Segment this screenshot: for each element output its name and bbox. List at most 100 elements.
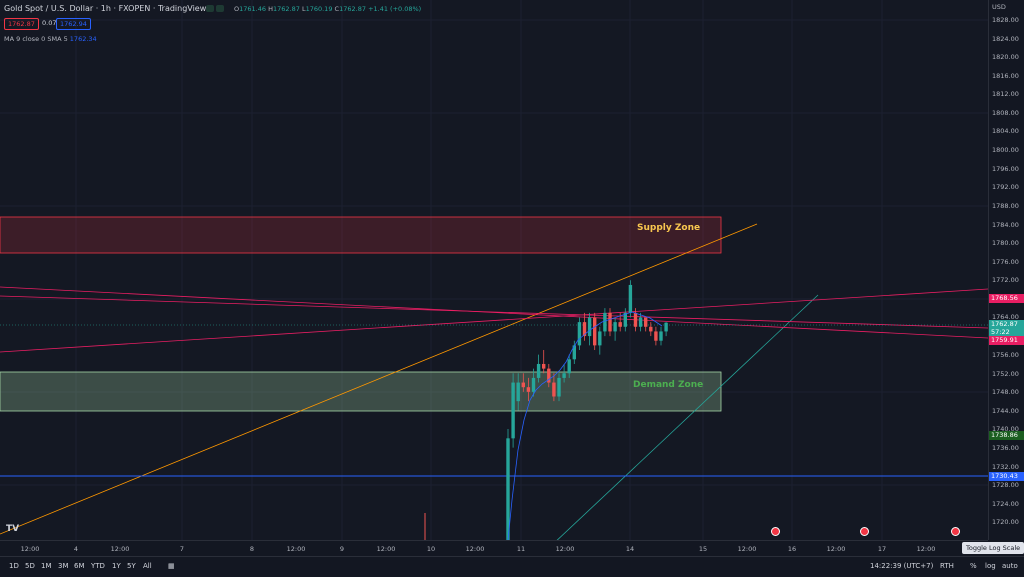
candle-body (516, 382, 520, 402)
currency-label[interactable]: USD (992, 3, 1006, 11)
current-low-tag[interactable]: 1759.91 (989, 336, 1024, 345)
symbol-title[interactable]: Gold Spot / U.S. Dollar · 1h · FXOPEN · … (4, 4, 207, 13)
close-value: 1762.87 (339, 5, 366, 13)
low-value: 1760.19 (305, 5, 333, 13)
candle-body (603, 312, 607, 332)
range-1y-button[interactable]: 1Y (112, 562, 121, 570)
candle-body (649, 326, 653, 332)
range-1m-button[interactable]: 1M (41, 562, 52, 570)
event-flag-icon[interactable] (771, 527, 780, 536)
candle-body (526, 387, 531, 392)
range-all-button[interactable]: All (143, 562, 152, 570)
candle-body (572, 345, 576, 360)
price-tick: 1792.00 (992, 183, 1019, 191)
demand-zone-label: Demand Zone (633, 380, 704, 390)
candle-body (659, 331, 663, 341)
demand-zone-box (0, 371, 722, 412)
candle-body (511, 382, 515, 439)
candle-body (562, 373, 566, 378)
indicator-legend[interactable]: MA 9 close 0 SMA 5 1762.34 (4, 35, 97, 43)
price-tick: 1808.00 (992, 109, 1019, 117)
bottom-toolbar: 1D 5D 1M 3M 6M YTD 1Y 5Y All ▦ 14:22:39 … (0, 556, 1024, 577)
time-label: 12:00 (555, 545, 575, 553)
event-flag-icon[interactable] (860, 527, 869, 536)
teal-trendline (556, 294, 819, 540)
low-label: L (301, 5, 306, 13)
price-tick: 1740.00 (992, 425, 1019, 433)
candle-body (521, 382, 525, 388)
time-label: 12:00 (286, 545, 306, 553)
candle-body (628, 284, 633, 313)
sell-button[interactable]: 1762.87 (4, 18, 39, 30)
candle-body (664, 322, 668, 332)
percent-button[interactable]: % (970, 562, 977, 570)
time-label: 16 (787, 545, 797, 553)
time-label: 10 (426, 545, 436, 553)
price-tick: 1788.00 (992, 202, 1019, 210)
log-scale-tooltip: Toggle Log Scale (962, 542, 1024, 554)
candle-body (542, 363, 546, 369)
price-tick: 1744.00 (992, 407, 1019, 415)
time-label: 11 (516, 545, 526, 553)
green-level-tag[interactable]: 1738.86 (989, 431, 1024, 440)
current-price-tag[interactable]: 1762.87 (989, 320, 1024, 329)
change-value: +1.41 (+0.08%) (368, 5, 422, 13)
high-label: H (268, 5, 273, 13)
candles (506, 280, 668, 540)
ma-line (507, 311, 663, 540)
price-tick: 1772.00 (992, 276, 1019, 284)
pink-line-3 (0, 288, 988, 353)
grid (0, 0, 988, 540)
time-label: 12:00 (110, 545, 130, 553)
price-tick: 1764.00 (992, 313, 1019, 321)
chart-canvas[interactable] (0, 0, 988, 540)
time-label: 12:00 (737, 545, 757, 553)
log-button[interactable]: log (985, 562, 996, 570)
range-5y-button[interactable]: 5Y (127, 562, 136, 570)
clock-time[interactable]: 14:22:39 (UTC+7) (870, 562, 934, 570)
price-tick: 1804.00 (992, 127, 1019, 135)
range-1d-button[interactable]: 1D (9, 562, 19, 570)
pink-level-tag[interactable]: 1768.56 (989, 294, 1024, 303)
time-label: 15 (698, 545, 708, 553)
price-tick: 1728.00 (992, 481, 1019, 489)
time-scale[interactable]: 12:00 4 12:00 7 8 12:00 9 12:00 10 12:00… (0, 540, 988, 557)
buy-button[interactable]: 1762.94 (56, 18, 91, 30)
candle-body (598, 331, 602, 346)
auto-button[interactable]: auto (1002, 562, 1018, 570)
date-range-icon[interactable]: ▦ (168, 562, 175, 570)
range-ytd-button[interactable]: YTD (91, 562, 105, 570)
spread-value: 0.07 (42, 19, 57, 27)
supply-zone-label: Supply Zone (637, 223, 701, 233)
open-value: 1761.46 (239, 5, 267, 13)
candle-body (654, 331, 658, 341)
tradingview-logo[interactable]: TV (6, 524, 20, 534)
price-tick: 1736.00 (992, 444, 1019, 452)
chart-pane[interactable]: Gold Spot / U.S. Dollar · 1h · FXOPEN · … (0, 0, 988, 540)
supply-zone-box (0, 216, 722, 254)
range-5d-button[interactable]: 5D (25, 562, 35, 570)
candle-body (547, 368, 551, 383)
ohlc-values: O1761.46 H1762.87 L1760.19 C1762.87 +1.4… (234, 5, 421, 13)
range-3m-button[interactable]: 3M (58, 562, 69, 570)
price-tick: 1780.00 (992, 239, 1019, 247)
open-label: O (234, 5, 240, 13)
price-scale[interactable]: USD 1828.00 1824.00 1820.00 1816.00 1812… (988, 0, 1024, 540)
price-tick: 1784.00 (992, 221, 1019, 229)
event-flag-icon[interactable] (951, 527, 960, 536)
price-tick: 1812.00 (992, 90, 1019, 98)
candle-body (557, 377, 561, 397)
time-label: 12:00 (916, 545, 936, 553)
time-label: 17 (877, 545, 887, 553)
visibility-toggle-icon[interactable] (206, 5, 214, 12)
candle-body (623, 312, 627, 327)
price-tick: 1828.00 (992, 16, 1019, 24)
market-status-icon[interactable] (216, 5, 224, 12)
blue-level-tag[interactable]: 1730.43 (989, 472, 1024, 481)
candle-body (593, 317, 597, 346)
candle-body (506, 438, 510, 540)
time-label: 12:00 (465, 545, 485, 553)
time-label: 12:00 (376, 545, 396, 553)
session-button[interactable]: RTH (940, 562, 954, 570)
range-6m-button[interactable]: 6M (74, 562, 85, 570)
